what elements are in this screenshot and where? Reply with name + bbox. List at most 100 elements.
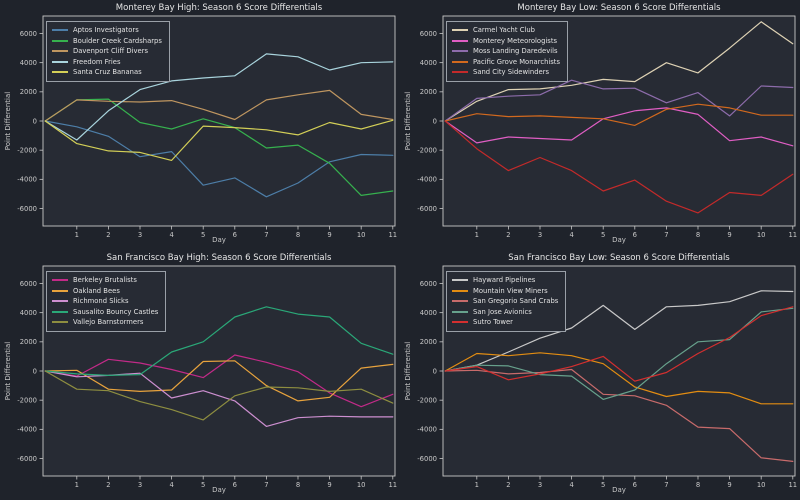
x-tick-label: 1 xyxy=(475,231,479,239)
y-tick-label: 4000 xyxy=(420,59,437,67)
series-line-monterey-meteorologists xyxy=(444,107,794,147)
series-line-sausalito-bouncy-castles xyxy=(44,306,394,377)
x-tick-label: 1 xyxy=(475,481,479,489)
x-tick-label: 9 xyxy=(327,231,331,239)
x-tick-label: 3 xyxy=(138,481,142,489)
y-tick-label: -6000 xyxy=(417,455,437,463)
legend-swatch xyxy=(452,310,468,313)
legend-item-mountain-view-miners: Mountain View Miners xyxy=(452,286,558,297)
y-tick-label: 4000 xyxy=(20,309,37,317)
series-line-aptos-investigators xyxy=(44,120,394,198)
legend-item-san-jose-avionics: San Jose Avionics xyxy=(452,307,558,318)
legend-swatch xyxy=(52,310,68,313)
legend-label: Boulder Creek Cardsharps xyxy=(73,36,162,45)
plot-spines xyxy=(42,15,396,227)
legend-item-carmel-yacht-club: Carmel Yacht Club xyxy=(452,25,560,36)
x-tick-label: 7 xyxy=(664,481,668,489)
x-tick-label: 11 xyxy=(388,481,397,489)
legend: Carmel Yacht Club Monterey Meteorologists… xyxy=(446,21,569,82)
legend-swatch xyxy=(452,60,468,63)
x-tick-label: 9 xyxy=(727,481,731,489)
series-line-freedom-fries xyxy=(44,53,394,141)
legend-item-santa-cruz-bananas: Santa Cruz Bananas xyxy=(52,67,162,78)
legend-swatch xyxy=(52,321,68,324)
x-tick-label: 2 xyxy=(506,481,510,489)
legend-swatch xyxy=(52,60,68,63)
y-tick-label: 0 xyxy=(433,367,437,375)
x-tick-label: 11 xyxy=(388,231,397,239)
chart-monterey-bay-high: Monterey Bay High: Season 6 Score Differ… xyxy=(0,0,400,250)
legend-swatch xyxy=(52,289,68,292)
y-tick-label: 4000 xyxy=(20,59,37,67)
legend-label: Freedom Fries xyxy=(73,57,121,66)
legend-swatch xyxy=(452,71,468,74)
legend-swatch xyxy=(452,300,468,303)
y-tick-label: 2000 xyxy=(20,338,37,346)
legend-label: Davenport Cliff Divers xyxy=(73,47,149,56)
legend-swatch xyxy=(52,279,68,282)
legend-item-freedom-fries: Freedom Fries xyxy=(52,57,162,68)
legend-label: Mountain View Miners xyxy=(473,286,548,295)
x-tick-label: 9 xyxy=(327,481,331,489)
legend-swatch xyxy=(452,321,468,324)
y-tick-label: -4000 xyxy=(17,176,37,184)
legend-item-aptos-investigators: Aptos Investigators xyxy=(52,25,162,36)
x-tick-label: 10 xyxy=(357,481,366,489)
legend-swatch xyxy=(52,300,68,303)
legend-label: Sausalito Bouncy Castles xyxy=(73,307,159,316)
x-tick-label: 2 xyxy=(106,231,110,239)
x-tick-label: 7 xyxy=(664,231,668,239)
legend-label: Richmond Slicks xyxy=(73,297,129,306)
y-tick-label: -6000 xyxy=(17,455,37,463)
series-line-santa-cruz-bananas xyxy=(44,119,394,161)
x-tick-label: 8 xyxy=(696,481,700,489)
x-tick-label: 8 xyxy=(696,231,700,239)
chart-title: San Francisco Bay Low: Season 6 Score Di… xyxy=(508,253,730,263)
legend-label: Sand City Sidewinders xyxy=(473,68,550,77)
x-tick-label: 11 xyxy=(788,481,797,489)
x-axis-label: Day xyxy=(612,486,626,494)
x-tick-label: 6 xyxy=(633,231,637,239)
x-axis-label: Day xyxy=(212,236,226,244)
y-tick-label: -2000 xyxy=(17,147,37,155)
x-tick-label: 2 xyxy=(106,481,110,489)
legend-item-sand-city-sidewinders: Sand City Sidewinders xyxy=(452,67,560,78)
y-tick-label: 2000 xyxy=(20,88,37,96)
series-line-san-jose-avionics xyxy=(444,307,794,400)
legend-swatch xyxy=(452,289,468,292)
x-tick-label: 4 xyxy=(569,481,573,489)
legend-label: Moss Landing Daredevils xyxy=(473,47,558,56)
x-tick-label: 10 xyxy=(357,231,366,239)
series-line-berkeley-brutalists xyxy=(44,354,394,408)
x-tick-label: 5 xyxy=(201,481,205,489)
legend-label: Santa Cruz Bananas xyxy=(73,68,142,77)
legend-label: San Gregorio Sand Crabs xyxy=(473,297,559,306)
plot-spines xyxy=(442,265,796,477)
plot-spines xyxy=(42,265,396,477)
y-tick-label: 6000 xyxy=(20,280,37,288)
series-line-hayward-pipelines xyxy=(444,290,794,372)
x-tick-label: 7 xyxy=(264,481,268,489)
y-tick-label: 0 xyxy=(433,117,437,125)
series-line-mountain-view-miners xyxy=(444,352,794,405)
chart-san-francisco-bay-high: San Francisco Bay High: Season 6 Score D… xyxy=(0,250,400,500)
plot-spines xyxy=(442,15,796,227)
y-tick-label: 0 xyxy=(33,367,37,375)
x-tick-label: 5 xyxy=(601,231,605,239)
series-line-vallejo-barnstormers xyxy=(44,370,394,421)
y-tick-label: 2000 xyxy=(420,88,437,96)
legend-label: Oakland Bees xyxy=(73,286,120,295)
series-line-sand-city-sidewinders xyxy=(444,120,794,214)
legend-label: Aptos Investigators xyxy=(73,26,139,35)
legend-swatch xyxy=(52,50,68,53)
x-tick-label: 10 xyxy=(757,481,766,489)
legend-label: Carmel Yacht Club xyxy=(473,26,535,35)
x-tick-label: 3 xyxy=(538,231,542,239)
chart-monterey-bay-low: Monterey Bay Low: Season 6 Score Differe… xyxy=(400,0,800,250)
x-tick-label: 7 xyxy=(264,231,268,239)
legend-item-davenport-cliff-divers: Davenport Cliff Divers xyxy=(52,46,162,57)
y-tick-label: -6000 xyxy=(417,205,437,213)
legend-swatch xyxy=(452,39,468,42)
legend-item-monterey-meteorologists: Monterey Meteorologists xyxy=(452,36,560,47)
x-axis-label: Day xyxy=(612,236,626,244)
